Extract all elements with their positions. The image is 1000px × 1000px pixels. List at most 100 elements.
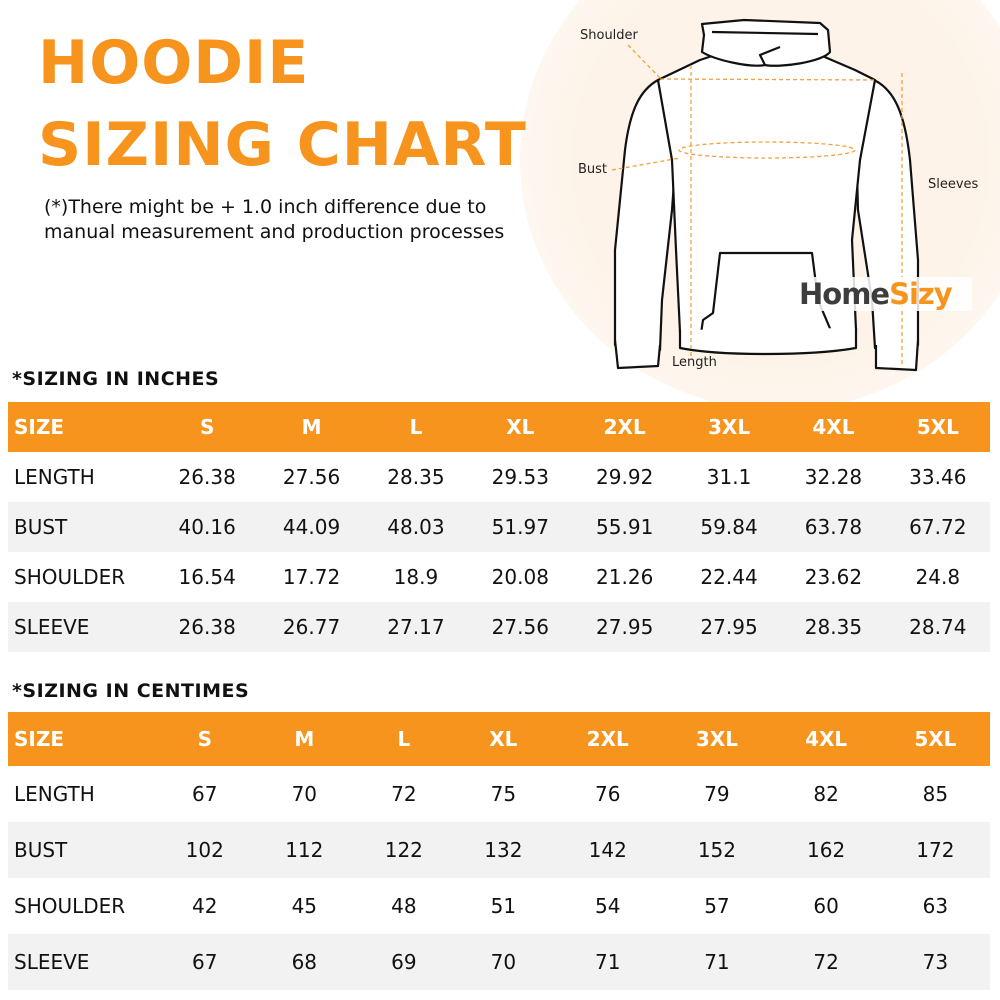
logo-part1: Home [799,277,890,311]
table-cell: 26.38 [155,602,260,652]
table-cell: 31.1 [706,465,752,489]
table-cell: 40.16 [155,502,260,552]
table-cell: 142 [553,822,663,878]
column-header: M [254,712,355,766]
table-cell: 51 [490,894,517,918]
bust-label: Bust [578,162,608,177]
table-cell: 27.95 [676,602,782,652]
row-label: LENGTH [14,465,95,489]
hoodie-diagram-icon [611,18,920,372]
table-cell: 21.26 [596,565,654,589]
table-row: BUST 40.16 44.09 48.03 51.97 55.91 59.84 63.78 6… [8,502,990,552]
table-cell: 67 [155,934,255,990]
row-label: BUST [8,822,155,878]
row-label: SLEEVE [8,602,155,652]
table-cell: 27.95 [572,602,677,652]
table-cell: 54 [595,894,621,918]
table-cell: 102 [155,822,255,878]
column-header: S [155,712,255,766]
table-cell: 16.54 [178,565,236,589]
column-header: S [155,402,260,452]
table-cell: 55.91 [572,502,677,552]
table-cell: 29.53 [491,465,549,489]
column-header: SIZE [8,712,155,766]
table-cell: 112 [254,822,355,878]
page-title-line1: HOODIE [38,28,310,98]
table-cell: 28.74 [885,602,990,652]
table-row: SLEEVE 26.38 26.77 27.17 27.56 27.95 27.95 28.3… [8,602,990,652]
table-cell: 57 [704,894,730,918]
table-cell: 24.8 [915,565,961,589]
sleeves-label: Sleeves [928,177,979,192]
length-label: Length [672,355,717,370]
table-cell: 63 [922,894,949,918]
table-cell: 152 [662,822,772,878]
table-cell: 28.35 [781,602,886,652]
table-cell: 44.09 [259,502,364,552]
table-cell: 22.44 [700,565,758,589]
note-line1: (*)There might be + 1.0 inch difference … [44,196,487,218]
table-cell: 70 [453,934,554,990]
row-label: SHOULDER [14,565,126,589]
column-header: L [363,402,469,452]
table-cell: 48.03 [363,502,469,552]
table-cell: 71 [662,934,772,990]
homesizy-logo: HomeSizy [797,277,972,311]
table-cell: 28.35 [387,465,445,489]
centimes-heading: *SIZING IN CENTIMES [12,680,250,702]
table-cell: 162 [771,822,881,878]
header-row: SIZE S M L XL 2XL 3XL 4XL 5XL [8,402,990,452]
table-cell: 71 [553,934,663,990]
table-row: SLEEVE 67 68 69 70 71 71 72 73 [8,934,990,990]
shoulder-label: Shoulder [580,28,638,43]
column-header: 3XL [662,712,772,766]
column-header: L [354,712,454,766]
table-cell: 33.46 [909,465,967,489]
table-cell: 27.17 [363,602,469,652]
measurement-note: (*)There might be + 1.0 inch difference … [44,195,504,245]
table-cell: 70 [291,782,318,806]
table-cell: 79 [704,782,730,806]
table-cell: 132 [453,822,554,878]
table-cell: 122 [354,822,454,878]
table-cell: 18.9 [393,565,439,589]
table-row: LENGTH 67 70 72 75 76 79 82 85 [8,766,990,822]
table-cell: 29.92 [596,465,654,489]
table-cell: 63.78 [781,502,886,552]
table-cell: 85 [922,782,949,806]
table-cell: 27.56 [282,465,341,489]
column-header: XL [468,402,573,452]
table-cell: 68 [254,934,355,990]
table-cell: 26.77 [259,602,364,652]
table-cell: 172 [880,822,990,878]
column-header: 4XL [771,712,881,766]
table-cell: 72 [771,934,881,990]
table-cell: 72 [391,782,417,806]
column-header: 5XL [880,712,990,766]
column-header: 2XL [553,712,663,766]
table-row: SHOULDER 16.54 17.72 18.9 20.08 21.26 22.44 23.… [8,552,990,602]
table-cell: 59.84 [676,502,782,552]
table-cell: 73 [880,934,990,990]
table-cell: 75 [490,782,517,806]
column-header: M [259,402,364,452]
header-row: SIZE S M L XL 2XL 3XL 4XL 5XL [8,712,990,766]
row-label: BUST [8,502,155,552]
table-cell: 32.28 [804,465,863,489]
table-cell: 67 [192,782,218,806]
row-label: SHOULDER [14,894,126,918]
column-header: 4XL [781,402,886,452]
inches-heading: *SIZING IN INCHES [12,368,220,390]
table-cell: 26.38 [178,465,236,489]
table-cell: 20.08 [491,565,549,589]
table-cell: 27.56 [468,602,573,652]
table-cell: 67.72 [885,502,990,552]
table-cell: 42 [192,894,218,918]
row-label: LENGTH [14,782,95,806]
table-cell: 23.62 [804,565,863,589]
row-label: SLEEVE [8,934,155,990]
table-cell: 60 [813,894,839,918]
column-header: 3XL [676,402,782,452]
table-cell: 45 [291,894,318,918]
column-header: 2XL [572,402,677,452]
